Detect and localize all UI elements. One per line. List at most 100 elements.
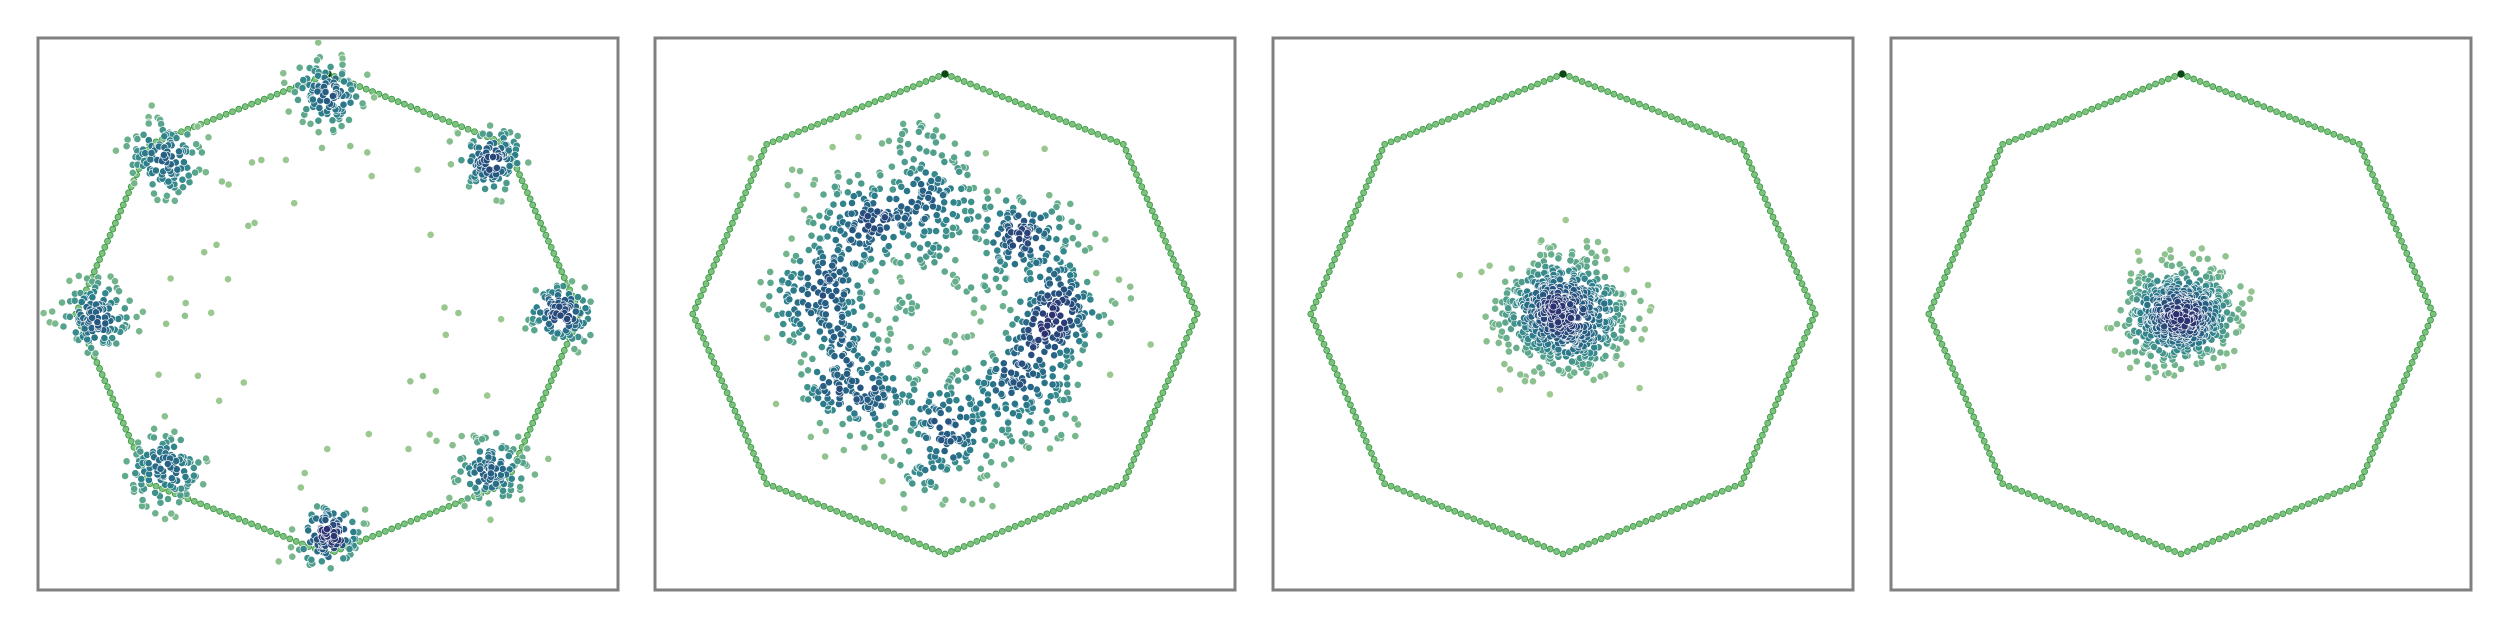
- boundary-point: [1959, 231, 1967, 239]
- sample-point: [946, 437, 955, 446]
- boundary-point: [1936, 286, 1943, 294]
- sample-point: [337, 122, 346, 130]
- sample-point: [189, 471, 198, 480]
- boundary-point: [1049, 507, 1057, 515]
- boundary-point: [2390, 401, 2397, 409]
- sample-point: [797, 358, 805, 367]
- boundary-point: [1782, 377, 1790, 385]
- sample-point: [976, 464, 985, 473]
- boundary-point: [2228, 90, 2236, 98]
- sample-point: [1014, 211, 1023, 220]
- boundary-point: [1024, 518, 1032, 525]
- boundary-point: [865, 520, 872, 528]
- sample-point: [517, 474, 526, 483]
- boundary-point: [1188, 298, 1196, 306]
- boundary-point: [852, 515, 860, 523]
- sample-point: [988, 441, 996, 450]
- boundary-point: [729, 219, 736, 227]
- sample-point: [306, 119, 315, 128]
- sample-point: [1060, 285, 1068, 294]
- boundary-point: [1339, 383, 1346, 391]
- boundary-point: [1062, 118, 1070, 126]
- sample-point: [1566, 300, 1575, 309]
- boundary-point: [967, 540, 974, 548]
- sample-point: [866, 311, 875, 319]
- boundary-point: [1094, 130, 1102, 138]
- sample-point: [2143, 360, 2152, 369]
- sample-point: [984, 396, 992, 405]
- sample-point: [916, 243, 924, 252]
- boundary-point: [1941, 274, 1949, 281]
- boundary-point: [539, 395, 547, 403]
- boundary-point: [1616, 93, 1624, 100]
- sample-point: [856, 383, 865, 392]
- sample-point: [905, 447, 913, 456]
- boundary-point: [973, 538, 981, 545]
- sample-point: [1029, 315, 1038, 323]
- boundary-point: [2120, 528, 2128, 535]
- boundary-point: [763, 140, 771, 148]
- sample-point: [1073, 317, 1082, 325]
- sample-point: [48, 307, 57, 316]
- sample-point: [1567, 314, 1575, 322]
- boundary-point: [2209, 538, 2217, 545]
- boundary-point: [1515, 88, 1522, 95]
- sample-point: [2183, 317, 2191, 325]
- sample-point: [88, 293, 97, 302]
- boundary-point: [1457, 110, 1465, 118]
- boundary-point: [2050, 500, 2057, 508]
- boundary-point: [1024, 103, 1032, 110]
- sample-point: [1023, 309, 1032, 318]
- sample-point: [992, 480, 1001, 489]
- boundary-point: [2408, 359, 2416, 366]
- sample-point: [980, 379, 988, 387]
- sample-point: [849, 192, 858, 201]
- sample-point: [940, 447, 949, 455]
- sample-point: [2230, 347, 2239, 355]
- sample-point: [803, 290, 812, 298]
- boundary-point: [1018, 520, 1025, 528]
- sample-point: [2127, 269, 2135, 278]
- sample-point: [917, 180, 925, 189]
- boundary-point: [1357, 425, 1365, 433]
- sample-point: [1048, 414, 1056, 422]
- boundary-point: [439, 115, 446, 123]
- boundary-point: [715, 250, 723, 257]
- sample-point: [848, 199, 856, 207]
- sample-point: [861, 320, 870, 329]
- boundary-point: [2416, 340, 2424, 348]
- sample-point: [978, 495, 986, 504]
- boundary-point: [1777, 389, 1785, 397]
- sample-point: [2150, 362, 2159, 371]
- boundary-point: [1464, 108, 1471, 116]
- sample-point: [809, 219, 818, 227]
- sample-point: [1048, 372, 1057, 381]
- sample-point: [426, 230, 435, 239]
- sample-point: [146, 155, 155, 164]
- sample-point: [836, 255, 845, 263]
- boundary-point: [563, 340, 571, 348]
- boundary-point: [445, 118, 453, 126]
- boundary-point: [1769, 213, 1777, 221]
- sample-point: [1494, 338, 1503, 347]
- sample-point: [492, 163, 501, 172]
- boundary-point: [1406, 490, 1414, 498]
- boundary-point: [1667, 113, 1675, 121]
- sample-point: [176, 491, 185, 500]
- boundary-point: [1349, 213, 1357, 221]
- sample-point: [363, 148, 372, 157]
- sample-point: [571, 307, 580, 316]
- sample-point: [814, 268, 823, 277]
- sample-point: [1622, 338, 1631, 347]
- sample-point: [1637, 335, 1646, 344]
- sample-point: [854, 171, 862, 179]
- boundary-point: [1946, 359, 1954, 366]
- boundary-point: [1629, 98, 1637, 105]
- boundary-point: [2024, 130, 2032, 138]
- sample-point: [878, 139, 886, 148]
- sample-point: [845, 404, 854, 413]
- boundary-point: [413, 515, 421, 523]
- sample-point: [454, 476, 462, 485]
- sample-point: [199, 480, 208, 489]
- sample-point: [899, 490, 908, 499]
